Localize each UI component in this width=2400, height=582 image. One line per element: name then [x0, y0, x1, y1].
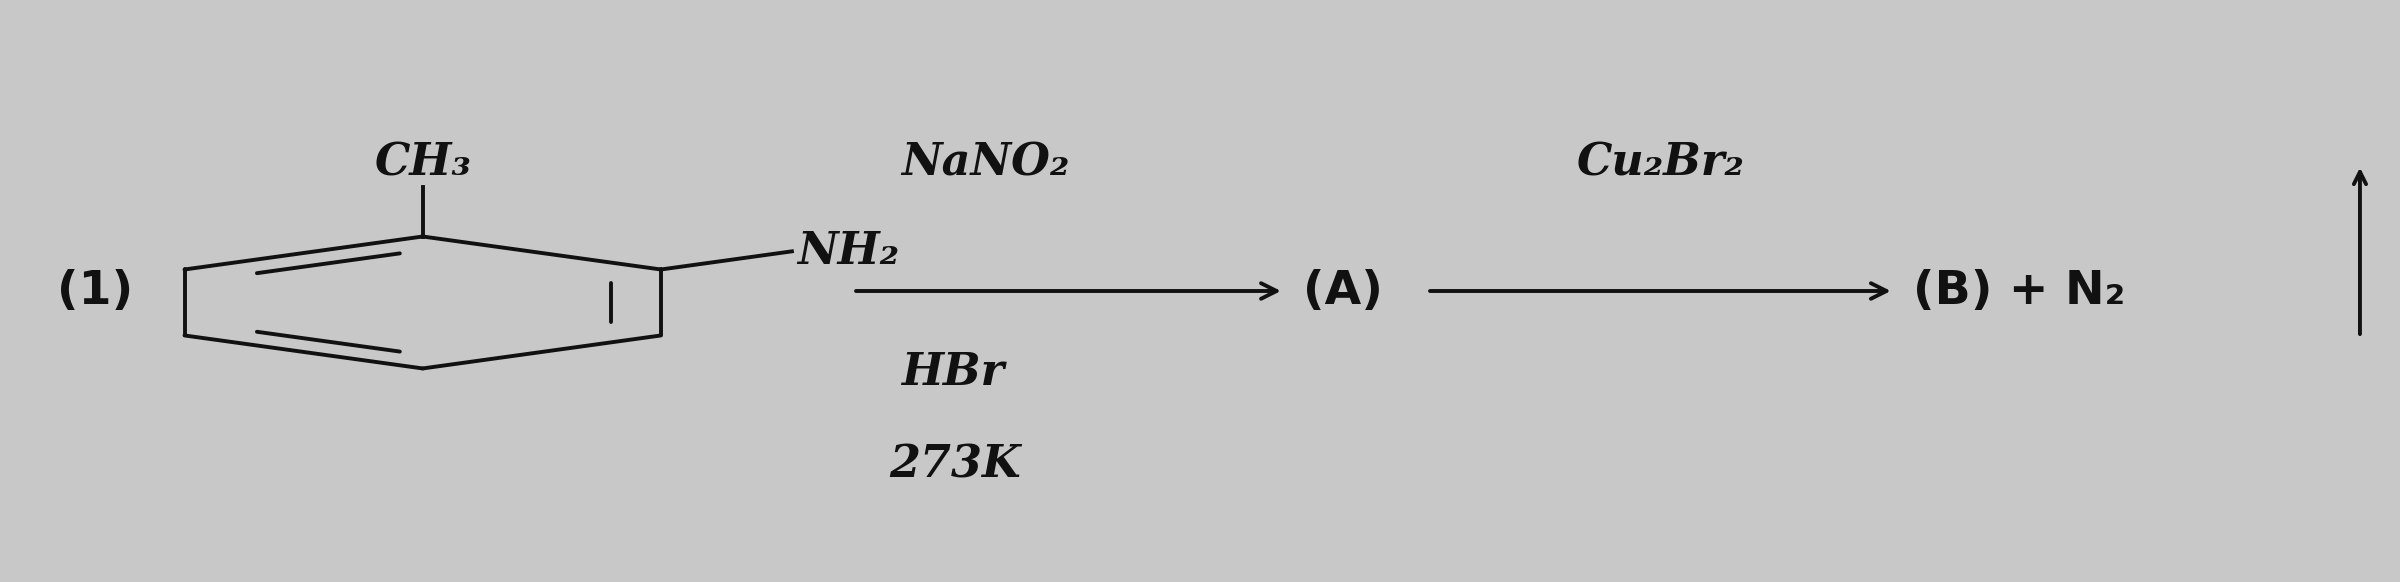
Text: (A): (A): [1303, 268, 1382, 314]
Text: NH₂: NH₂: [797, 230, 900, 273]
Text: (B) + N₂: (B) + N₂: [1913, 268, 2124, 314]
Text: 273K: 273K: [888, 443, 1020, 486]
Text: CH₃: CH₃: [374, 141, 470, 184]
Text: (1): (1): [58, 268, 132, 314]
Text: HBr: HBr: [900, 351, 1003, 394]
Text: NaNO₂: NaNO₂: [900, 142, 1070, 185]
Text: Cu₂Br₂: Cu₂Br₂: [1577, 142, 1745, 185]
